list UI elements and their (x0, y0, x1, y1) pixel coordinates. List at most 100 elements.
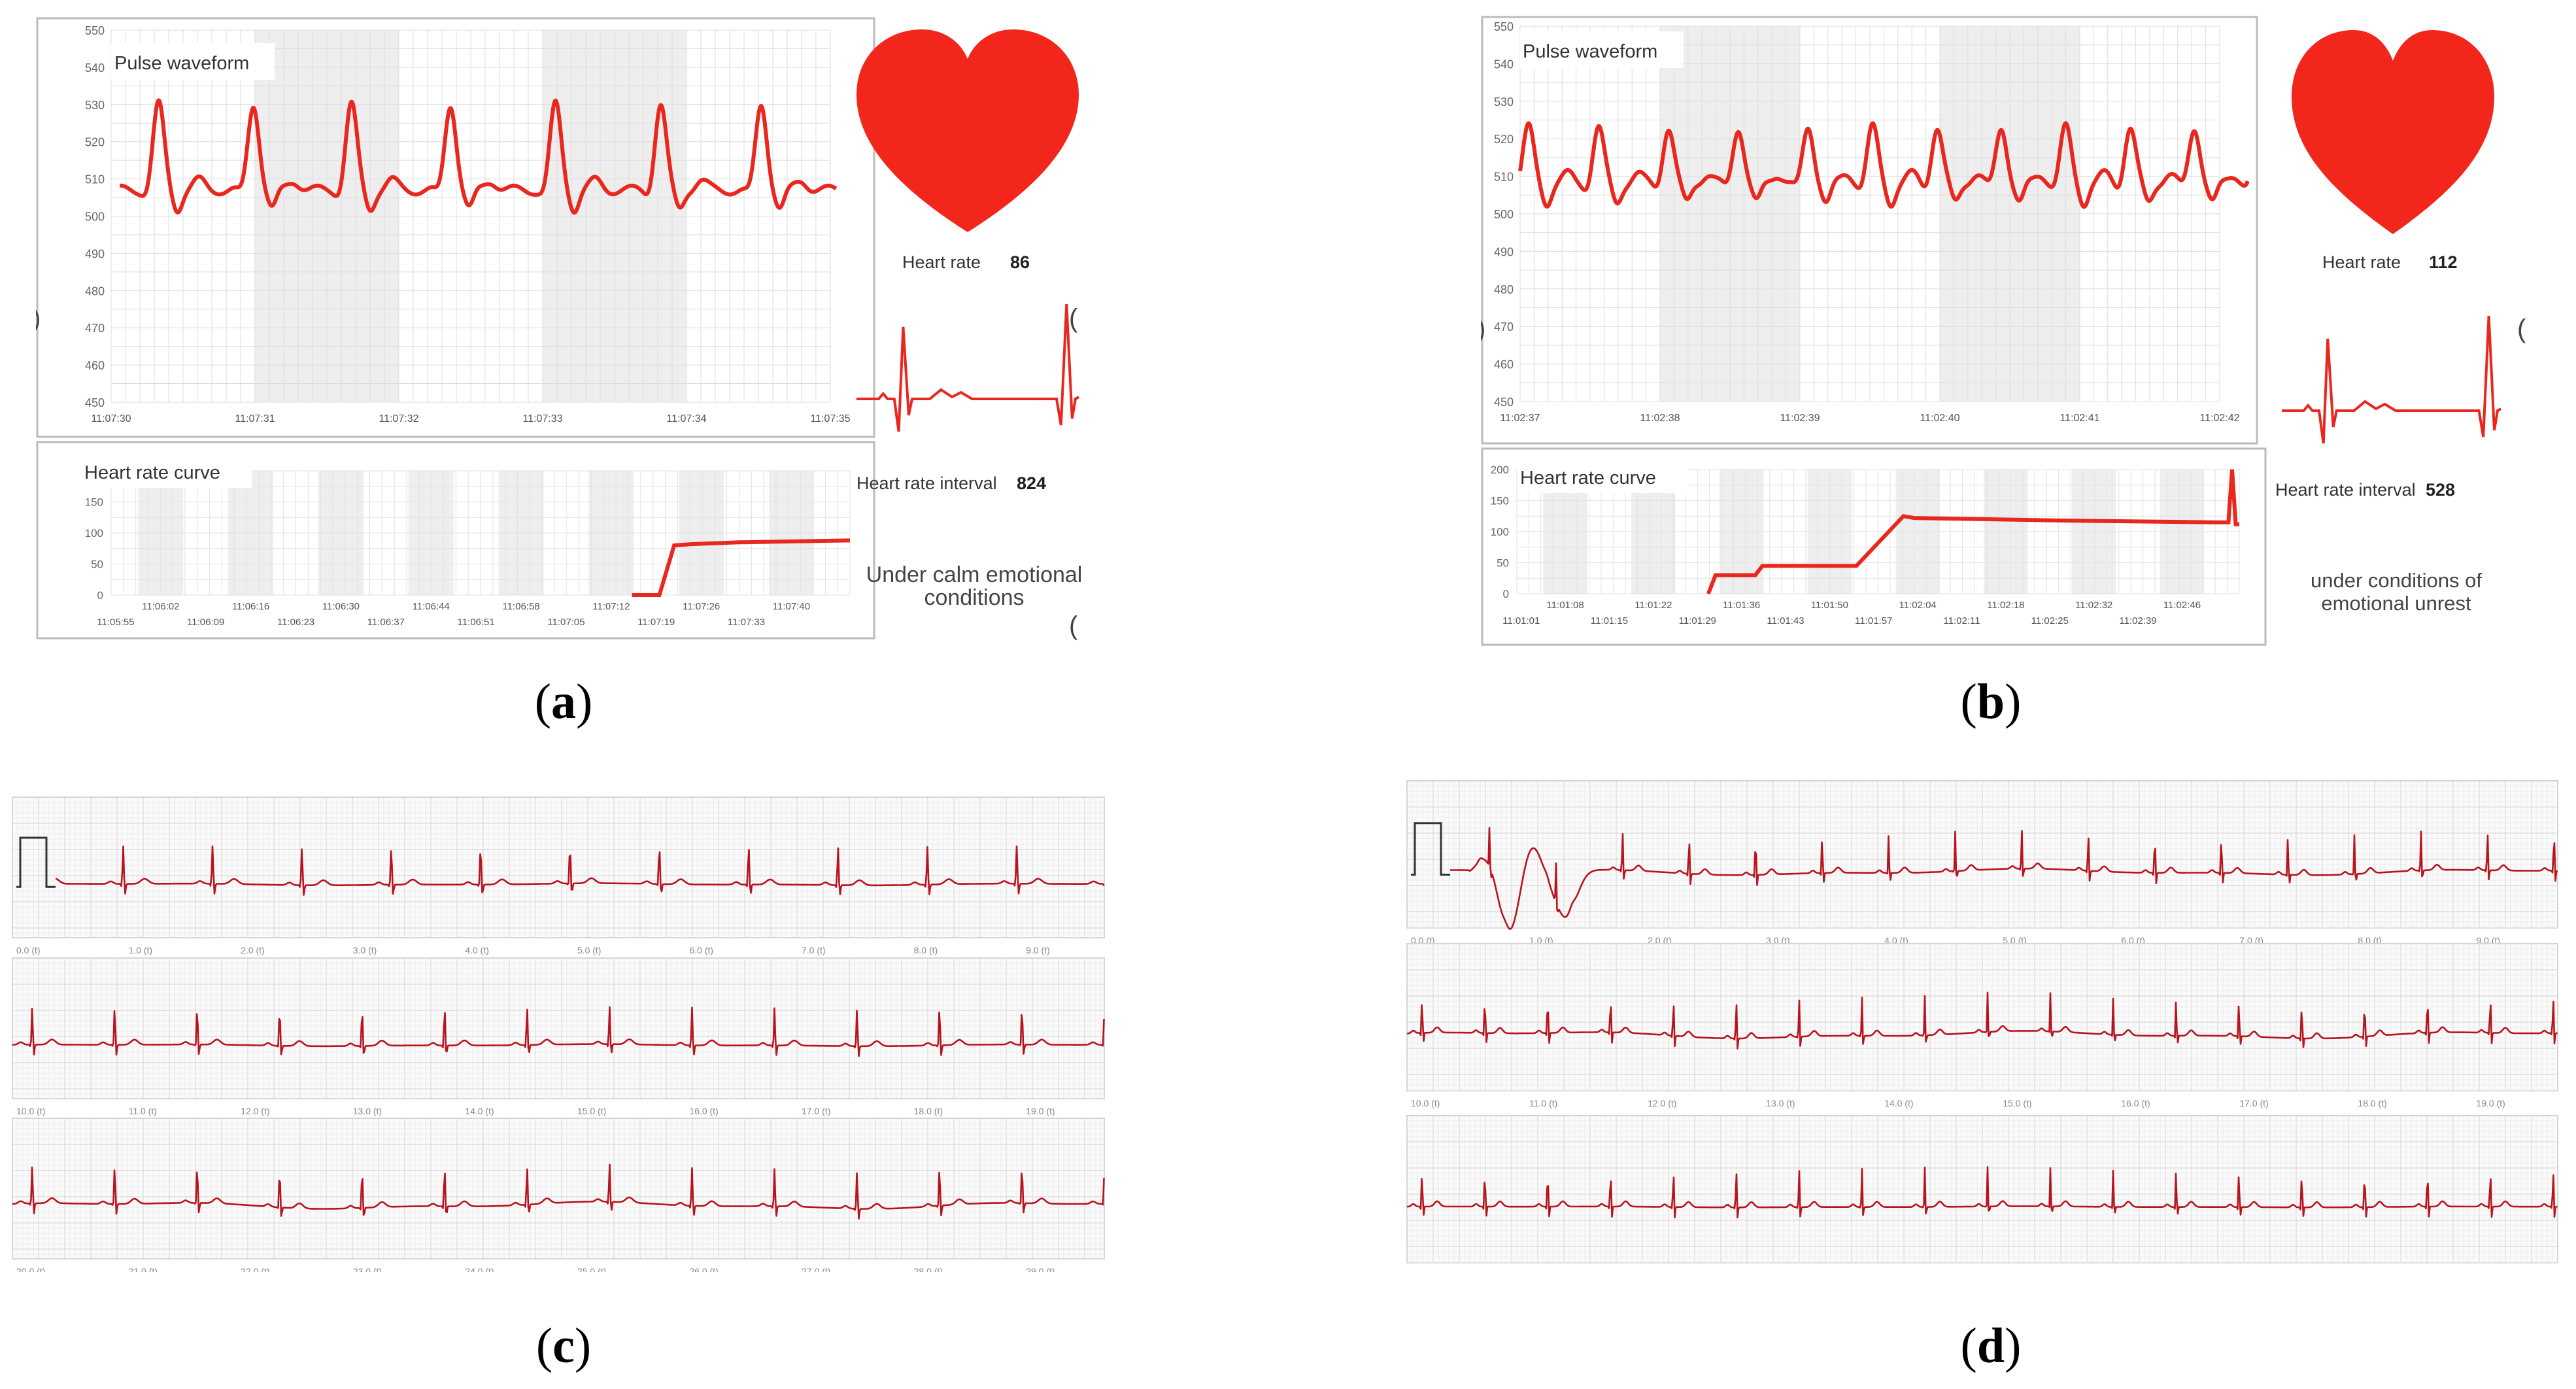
ecg-x-tick-label: 1.0 (t) (129, 945, 153, 955)
y-tick-label: 530 (85, 99, 105, 112)
x-tick-label: 11:06:09 (187, 617, 224, 628)
caption-c: (c) (535, 1318, 592, 1373)
x-tick-label: 11:02:38 (1640, 413, 1680, 424)
x-tick-label: 11:01:01 (1502, 615, 1540, 626)
ecg-x-tick-label: 11.0 (t) (129, 1106, 157, 1116)
y-tick-label: 490 (85, 247, 105, 260)
ecg-x-tick-label: 20.0 (t) (16, 1266, 45, 1272)
pulse-chart-title: Pulse waveform (1523, 41, 1657, 62)
heartbeat-trace-icon (2282, 315, 2502, 444)
heart-icon (856, 29, 1079, 232)
ecg-x-tick-label: 18.0 (t) (914, 1106, 943, 1116)
x-tick-label: 11:01:08 (1546, 600, 1584, 611)
y-tick-label: 520 (1494, 133, 1514, 146)
x-tick-label: 11:07:26 (683, 601, 720, 612)
ecg-x-tick-label: 29.0 (t) (1026, 1266, 1055, 1272)
x-tick-label: 11:07:31 (235, 413, 275, 424)
ecg-x-tick-label: 11.0 (t) (1529, 1098, 1557, 1108)
y-tick-label: 540 (1494, 58, 1514, 71)
y-tick-label: 490 (1494, 245, 1514, 258)
ecg-x-tick-label: 6.0 (t) (689, 945, 713, 955)
y-tick-label: 100 (1491, 526, 1509, 538)
x-tick-label: 11:02:25 (2031, 615, 2069, 626)
ecg-x-tick-label: 23.0 (t) (1766, 1270, 1795, 1272)
x-tick-label: 11:05:55 (97, 617, 134, 628)
condition-line2: conditions (924, 585, 1024, 610)
y-tick-label: 460 (85, 359, 105, 372)
x-tick-label: 11:01:57 (1855, 615, 1892, 626)
caption-a: (a) (534, 674, 593, 729)
x-tick-label: 11:07:33 (522, 413, 562, 424)
y-tick-label: 550 (85, 24, 105, 37)
ecg-strip: 20.0 (t) 21.0 (t) 22.0 (t) 23.0 (t) 24.0 (t)… (12, 1118, 1105, 1272)
x-tick-label: 11:06:37 (367, 617, 405, 628)
heartbeat-trace-icon (856, 303, 1080, 432)
ecg-x-tick-label: 10.0 (t) (1411, 1098, 1440, 1108)
ecg-trace (55, 845, 1105, 896)
condition-line2: emotional unrest (2321, 592, 2471, 615)
x-tick-label: 11:07:34 (666, 413, 706, 424)
x-tick-label: 11:07:30 (91, 413, 131, 424)
ecg-x-tick-label: 28.0 (t) (2358, 1270, 2386, 1272)
ecg-trace (1450, 827, 2558, 930)
y-tick-label: 530 (1494, 95, 1514, 109)
pulse-y-ticks: 550 540 530 520 510 500 490 480 470 460 450 (85, 24, 105, 409)
x-tick-label: 11:02:32 (2075, 600, 2112, 611)
ecg-x-tick-label: 18.0 (t) (2358, 1098, 2386, 1108)
panel-c: 0.0 (t) 1.0 (t) 2.0 (t) 3.0 (t) 4.0 (t) 5.0 (… (12, 797, 1105, 1272)
pulse-waveform-line (118, 98, 838, 215)
ecg-x-tick-label: 2.0 (t) (241, 945, 265, 955)
svg-text:(: ( (1069, 611, 1078, 640)
heart-rate-value: 112 (2429, 252, 2458, 272)
svg-text:(: ( (1069, 304, 1078, 333)
x-tick-label: 11:01:43 (1767, 615, 1804, 626)
x-tick-label: 11:07:19 (637, 617, 675, 628)
ecg-x-tick-label: 16.0 (t) (2121, 1098, 2150, 1108)
ecg-x-tick-label: 14.0 (t) (465, 1106, 494, 1116)
y-tick-label: 500 (85, 211, 105, 224)
x-tick-label: 11:02:42 (2199, 413, 2239, 424)
pulse-x-ticks: 11:07:30 11:07:31 11:07:32 11:07:33 11:07:34… (91, 413, 850, 424)
ecg-x-tick-label: 26.0 (t) (689, 1266, 718, 1272)
ecg-x-tick-label: 20.0 (t) (1411, 1270, 1440, 1272)
heart-icon (2292, 30, 2494, 234)
x-tick-label: 11:02:39 (2119, 615, 2156, 626)
y-tick-label: 0 (97, 589, 103, 602)
x-tick-label: 11:02:40 (1920, 413, 1959, 424)
y-tick-label: 460 (1494, 358, 1514, 371)
hr-curve-line (632, 538, 851, 597)
heart-rate-label: Heart rate (902, 252, 981, 272)
ecg-x-tick-label: 28.0 (t) (914, 1266, 943, 1272)
ecg-x-tick-label: 21.0 (t) (1529, 1270, 1558, 1272)
x-tick-label: 11:02:11 (1943, 615, 1980, 626)
ecg-strip: 10.0 (t) 11.0 (t) 12.0 (t) 13.0 (t) 14.0 (t)… (1406, 943, 2558, 1108)
hr-x-ticks: 11:01:08 11:01:22 11:01:36 11:01:50 11:02:04… (1502, 600, 2201, 626)
x-tick-label: 11:06:02 (142, 601, 179, 612)
ecg-trace (12, 1006, 1105, 1057)
ecg-strip: 10.0 (t) 11.0 (t) 12.0 (t) 13.0 (t) 14.0 (t)… (12, 957, 1105, 1116)
ecg-x-tick-label: 17.0 (t) (2239, 1098, 2268, 1108)
panel-d: 0.0 (t) 1.0 (t) 2.0 (t) 3.0 (t) 4.0 (t) 5.0 (… (1406, 780, 2558, 1272)
ecg-x-tick-label: 23.0 (t) (353, 1266, 382, 1272)
y-tick-label: 50 (91, 558, 103, 571)
y-tick-label: 150 (1491, 495, 1509, 507)
y-tick-label: 470 (1494, 320, 1514, 334)
ecg-x-tick-label: 21.0 (t) (129, 1266, 158, 1272)
ecg-x-tick-label: 22.0 (t) (1648, 1270, 1676, 1272)
x-tick-label: 11:01:50 (1811, 600, 1848, 611)
ecg-x-tick-label: 12.0 (t) (1648, 1098, 1676, 1108)
y-tick-label: 150 (85, 496, 103, 509)
ecg-x-tick-label: 4.0 (t) (465, 945, 489, 955)
y-tick-label: 510 (1494, 171, 1514, 184)
ecg-x-tick-label: 15.0 (t) (577, 1106, 606, 1116)
condition-line1: Under calm emotional (866, 562, 1083, 587)
ecg-x-tick-label: 19.0 (t) (2476, 1098, 2505, 1108)
pulse-chart-grid (1519, 26, 2220, 402)
ecg-trace (1406, 991, 2558, 1050)
y-tick-label: 200 (1491, 464, 1509, 476)
heart-rate-value: 86 (1010, 252, 1030, 272)
pulse-chart-grid (110, 29, 831, 403)
ecg-x-tick-label: 27.0 (t) (2239, 1270, 2268, 1272)
